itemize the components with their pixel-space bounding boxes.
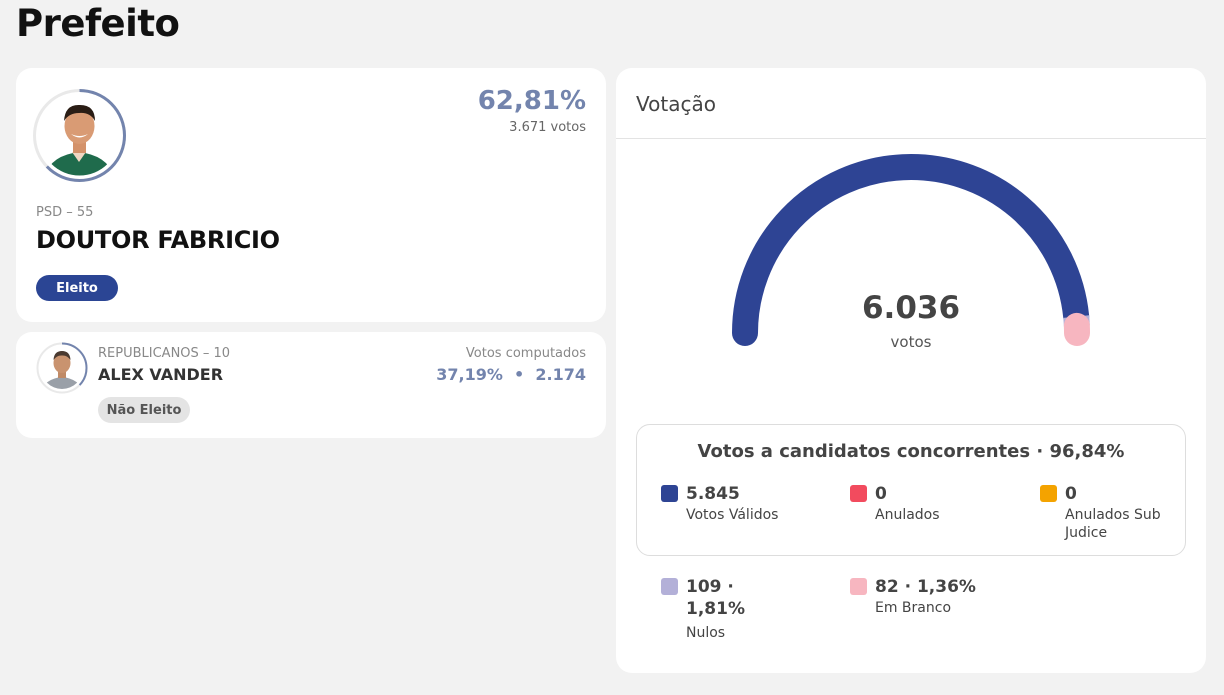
votacao-title: Votação [636,92,716,116]
gauge-arc-votos-validos [732,154,1090,346]
party-label: PSD – 55 [36,205,94,220]
gauge-total-votes: 6.036 [861,290,961,326]
stat-em-branco: 82 · 1,36% Em Branco [850,576,1050,621]
vote-share-ring [36,342,88,394]
candidate-avatar [36,342,88,394]
vote-count: 3.671 votos [509,120,586,135]
status-badge: Eleito [36,275,118,301]
stat-value: 5.845 [686,484,740,504]
stat-nulos: 109 · 1,81% Nulos [661,576,761,646]
stat-anulados-sub-judice: 0 Anulados Sub Judice [1040,483,1180,543]
stat-value: 0 [875,484,887,504]
vote-percentage: 62,81% [477,86,586,116]
page-title: Prefeito [16,2,180,45]
legend-swatch-anulados [850,485,867,502]
stat-label: Anulados Sub Judice [1065,507,1161,541]
candidate-name: DOUTOR FABRICIO [36,226,280,254]
stat-value: 82 · 1,36% [875,577,976,597]
status-badge: Não Eleito [98,397,190,423]
legend-swatch-nulos [661,578,678,595]
candidate-name: ALEX VANDER [98,365,224,384]
stat-label: Votos Válidos [686,507,779,523]
stat-label: Em Branco [875,600,952,616]
votes-computed-label: Votos computados [465,346,586,361]
stat-votos-validos: 5.845 Votos Válidos [661,483,831,523]
party-label: REPUBLICANOS – 10 [98,346,231,361]
candidate-avatar [32,88,127,183]
vote-share-ring [33,89,126,182]
gauge-unit: votos [890,333,932,351]
divider [616,138,1206,139]
stat-value: 0 [1065,484,1077,504]
avatar-photo-icon [36,342,88,394]
avatar-photo-icon [33,89,126,182]
stat-value: 109 · 1,81% [686,577,745,619]
stat-anulados: 0 Anulados [850,483,1020,523]
concurrent-votes-box: Votos a candidatos concorrentes · 96,84%… [636,424,1186,556]
stat-label: Nulos [686,625,726,641]
stat-label: Anulados [875,507,940,523]
candidate-card-winner[interactable]: 62,81% 3.671 votos PSD – 55 DOUTOR FABRI… [16,68,606,322]
vote-gauge [732,154,1091,346]
legend-swatch-anulados-sub-judice [1040,485,1057,502]
votes-computed-value: 37,19% • 2.174 [436,365,586,384]
legend-swatch-votos-validos [661,485,678,502]
candidate-card-runner-up[interactable]: REPUBLICANOS – 10 ALEX VANDER Votos comp… [16,332,606,438]
concurrent-votes-title: Votos a candidatos concorrentes · 96,84% [697,441,1125,462]
legend-swatch-em-branco [850,578,867,595]
votacao-card: Votação 6.036 votos Votos a candidatos c… [616,68,1206,673]
